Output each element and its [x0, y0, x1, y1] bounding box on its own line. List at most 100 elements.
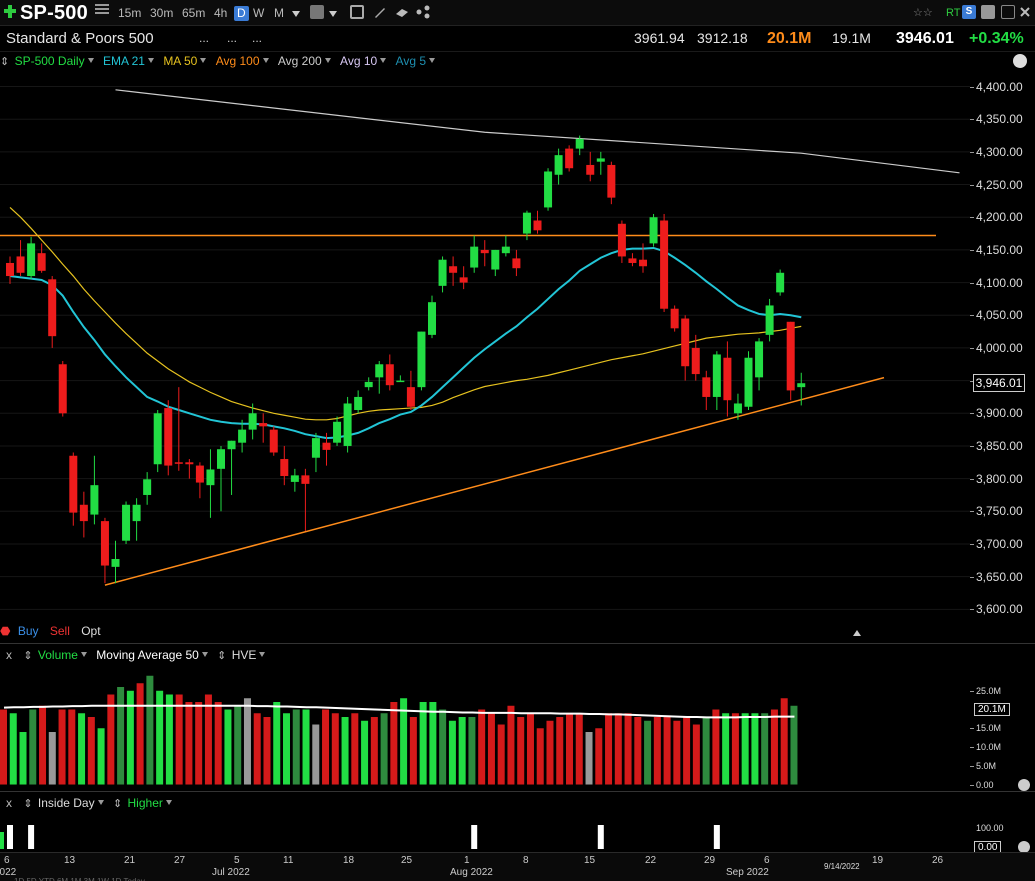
collapse-arrow-icon[interactable]: [853, 630, 861, 636]
volume-axis-label: 5.0M: [976, 760, 997, 771]
candle-body: [607, 164, 616, 198]
pattern-updown-icon[interactable]: ⇕: [23, 798, 33, 810]
volume-bar: [0, 709, 7, 785]
add-symbol-icon[interactable]: [4, 4, 16, 18]
price-legend: ⇕ SP-500 Daily EMA 21 MA 50 Avg 100 Avg …: [0, 52, 970, 70]
volume-settings-icon[interactable]: [1018, 779, 1030, 791]
candle-body: [459, 277, 468, 283]
timeframe-4h[interactable]: 4h: [214, 6, 228, 20]
price-axis-tick: [970, 119, 974, 121]
chart-type-icon[interactable]: [310, 5, 324, 19]
pattern-settings-icon[interactable]: [1018, 841, 1030, 853]
order-icon[interactable]: ⬣: [0, 624, 11, 638]
favorite-star-icon[interactable]: ☆☆: [913, 7, 933, 19]
close-window-icon[interactable]: [1018, 5, 1032, 19]
candle-body: [512, 258, 521, 269]
timeframe-d[interactable]: D: [234, 6, 249, 21]
candle-body: [670, 308, 679, 329]
volume-bar: [770, 709, 778, 785]
date-axis-day-label: 26: [932, 855, 944, 866]
price-axis-tick: [970, 609, 974, 611]
candle-body: [354, 396, 363, 411]
draw-pencil-icon[interactable]: [373, 5, 387, 19]
timeframe-dropdown-icon[interactable]: [292, 11, 300, 17]
range-buttons[interactable]: 1D 5D YTD 6M 1M 3M 1W 1D Today: [14, 877, 145, 881]
pattern-close-button[interactable]: x: [6, 796, 12, 810]
candle-body: [100, 521, 109, 566]
legend-inside-day[interactable]: Inside Day: [38, 794, 104, 812]
volume-axis-tick: [970, 784, 974, 786]
timeframe-m[interactable]: M: [274, 6, 284, 20]
watchlist-icon[interactable]: [95, 4, 109, 18]
volume-axis-label: 15.0M: [976, 723, 1002, 734]
price-axis-label: 3,900.00: [976, 406, 1023, 421]
price-axis-label: 3,800.00: [976, 471, 1023, 486]
legend-avg5[interactable]: Avg 5: [396, 52, 435, 70]
quote-avg-volume: 19.1M: [832, 30, 871, 46]
legend-moving-average-50[interactable]: Moving Average 50: [96, 646, 208, 664]
candle-body: [111, 559, 120, 567]
layout-icon[interactable]: [395, 5, 409, 19]
volume-bar: [39, 705, 47, 785]
candle-body: [227, 440, 236, 450]
volume-bar: [312, 724, 320, 785]
volume-bar: [653, 717, 661, 785]
volume-bar: [585, 732, 593, 785]
candle-body: [428, 302, 436, 335]
candle-body: [322, 442, 331, 450]
window-icon[interactable]: [1001, 5, 1015, 19]
price-axis-label: 4,000.00: [976, 340, 1023, 355]
volume-bar: [614, 713, 622, 785]
volume-bar: [517, 717, 525, 785]
volume-updown-icon[interactable]: ⇕: [23, 650, 33, 662]
timeframe-65m[interactable]: 65m: [182, 6, 206, 20]
higher-updown-icon[interactable]: ⇕: [112, 798, 123, 810]
chart-type-dropdown-icon[interactable]: [329, 11, 337, 17]
volume-bar: [48, 732, 56, 785]
share-icon[interactable]: [416, 5, 430, 19]
updown-arrow-icon[interactable]: ⇕: [0, 56, 10, 68]
legend-ma50[interactable]: MA 50: [163, 52, 207, 70]
current-volume-tag: 20.1M: [974, 703, 1010, 717]
volume-bar: [741, 713, 749, 785]
legend-volume[interactable]: Volume: [38, 646, 87, 664]
price-axis-tick: [970, 543, 974, 545]
quote-change-percent: +0.34%: [969, 30, 1024, 47]
calendar-icon[interactable]: [350, 5, 364, 19]
settings-s-icon[interactable]: S: [962, 5, 976, 19]
hve-updown-icon[interactable]: ⇕: [217, 650, 227, 662]
volume-bar: [351, 713, 359, 785]
legend-avg100[interactable]: Avg 100: [216, 52, 269, 70]
save-icon[interactable]: [981, 5, 995, 19]
candle-body: [37, 253, 46, 271]
volume-bar: [663, 717, 671, 785]
timeframe-30m[interactable]: 30m: [150, 6, 174, 20]
avg200-line: [115, 89, 960, 174]
option-button[interactable]: Opt: [81, 624, 101, 638]
candle-body: [755, 341, 764, 378]
legend-hve[interactable]: HVE: [232, 646, 266, 664]
volume-bar: [683, 717, 691, 785]
date-axis-day-label: 29: [704, 855, 716, 866]
price-axis-tick: [970, 86, 974, 88]
volume-bar: [204, 694, 212, 785]
legend-ema21[interactable]: EMA 21: [103, 52, 154, 70]
sell-button[interactable]: Sell: [49, 624, 70, 638]
timeframe-15m[interactable]: 15m: [118, 6, 142, 20]
volume-bar: [9, 713, 17, 785]
volume-bar: [429, 702, 437, 785]
legend-avg200[interactable]: Avg 200: [278, 52, 331, 70]
volume-close-button[interactable]: x: [6, 648, 12, 662]
legend-higher[interactable]: Higher: [128, 794, 172, 812]
legend-symbol[interactable]: SP-500 Daily: [15, 52, 94, 70]
palette-icon[interactable]: [1013, 54, 1027, 68]
quote-dots-1: ...: [199, 31, 210, 45]
volume-bar: [253, 713, 261, 785]
buy-button[interactable]: Buy: [17, 624, 39, 638]
timeframe-w[interactable]: W: [253, 6, 265, 20]
legend-avg10[interactable]: Avg 10: [340, 52, 387, 70]
candle-body: [90, 485, 99, 515]
candle-body: [470, 246, 479, 268]
symbol-title[interactable]: SP-500: [20, 2, 88, 24]
candle-body: [733, 403, 742, 414]
